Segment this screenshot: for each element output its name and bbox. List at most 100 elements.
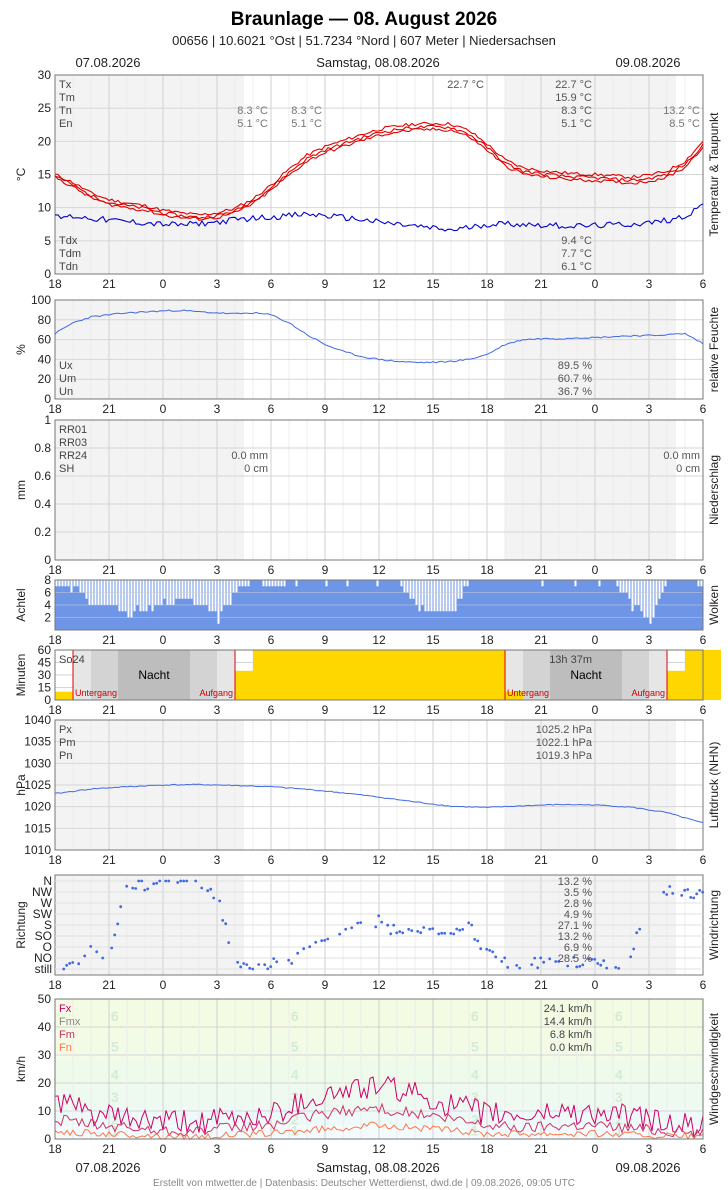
wind-dir-point [635, 931, 639, 935]
legend-label: Ux [59, 360, 73, 372]
x-tick-label: 18 [48, 277, 62, 291]
y-tick-label: 0.4 [34, 497, 51, 511]
wind-dir-point [185, 879, 189, 883]
legend-label: Tx [59, 79, 72, 91]
y-tick-label: 60 [38, 643, 52, 657]
date-left-bottom: 07.08.2026 [75, 1160, 140, 1175]
wind-dir-point [389, 932, 393, 936]
wind-dir-point [410, 929, 414, 932]
y-tick-label: 0 [44, 693, 51, 707]
sunrise-label: Aufgang [199, 688, 233, 698]
cloud-gap [133, 580, 136, 612]
sun-bar [325, 650, 343, 700]
cloud-gap [409, 580, 412, 599]
cloud-gap [460, 580, 463, 599]
cloud-gap [325, 580, 328, 587]
x-tick-label: 0 [592, 1142, 599, 1156]
date-left-top: 07.08.2026 [75, 55, 140, 70]
y-tick-label: 50 [38, 992, 52, 1006]
wind-dir-point [89, 945, 93, 948]
y-tick-label: 20 [38, 372, 52, 386]
x-tick-label: 6 [700, 277, 707, 291]
wind-dir-point [422, 926, 426, 929]
y-tick-label: 45 [38, 656, 52, 670]
sun-bar [451, 650, 469, 700]
category-label: W [41, 896, 53, 910]
y-axis-label: km/h [14, 1056, 28, 1082]
x-tick-label: 6 [268, 277, 275, 291]
wind-dir-point [590, 958, 594, 961]
value-label: 3.5 % [564, 887, 592, 899]
cloud-gap [262, 580, 265, 587]
panel-title: relative Feuchte [707, 306, 721, 392]
wind-dir-point [236, 960, 240, 964]
cloud-gap [130, 580, 133, 618]
x-tick-label: 0 [592, 633, 599, 647]
wind-dir-point [470, 923, 474, 927]
x-tick-label: 0 [160, 633, 167, 647]
wind-dir-point [377, 914, 381, 918]
x-tick-label: 21 [102, 563, 116, 577]
x-tick-label: 15 [426, 633, 440, 647]
y-tick-label: 80 [38, 313, 52, 327]
cloud-gap [208, 580, 211, 612]
category-label: O [43, 940, 52, 954]
cloud-gap [643, 580, 646, 618]
wind-dir-point [581, 963, 585, 967]
x-tick-label: 18 [48, 978, 62, 992]
wind-dir-point [587, 957, 591, 961]
panel-temp: 0 5 10 15 20 25 30 18 21 0 3 6 9 12 15 18 21 0 3 6 °C Tempera… [14, 68, 721, 291]
legend-label: Tdx [59, 235, 78, 247]
cloud-gap [649, 580, 652, 624]
wind-dir-point [68, 962, 72, 965]
x-tick-label: 3 [646, 402, 653, 416]
cloud-gap [598, 580, 601, 587]
wind-dir-point [542, 960, 546, 964]
cloud-gap [283, 580, 286, 587]
wind-dir-point [488, 949, 492, 952]
wind-dir-point [596, 962, 600, 965]
cloud-gap [427, 580, 430, 612]
sun-bar [505, 691, 523, 700]
wind-dir-point [356, 921, 360, 925]
cloud-gap [277, 580, 280, 587]
wind-dir-point [83, 954, 87, 958]
wind-dir-point [680, 894, 684, 897]
cloud-gap [661, 580, 664, 593]
wind-dir-point [302, 947, 306, 951]
wind-dir-point [95, 950, 99, 954]
cloud-gap [424, 580, 427, 612]
wind-dir-point [296, 951, 300, 955]
panel-frame [54, 419, 704, 561]
wind-dir-point [668, 885, 672, 888]
cloud-gap [145, 580, 148, 612]
value-label: 8.5 °C [669, 118, 700, 130]
sun-total: 13h 37m [549, 654, 592, 666]
y-tick-label: 15 [38, 681, 52, 695]
beaufort-label: 4 [111, 1067, 119, 1083]
sun-bar [271, 650, 289, 700]
value-label: 2.8 % [564, 898, 592, 910]
wind-dir-point [617, 967, 621, 970]
cloud-gap [76, 580, 79, 587]
wind-dir-point [287, 958, 291, 962]
legend-label: SH [59, 463, 74, 475]
x-tick-label: 21 [534, 978, 548, 992]
x-tick-label: 21 [534, 633, 548, 647]
wind-dir-point [437, 932, 441, 936]
x-tick-label: 6 [268, 563, 275, 577]
value-label: 60.7 % [558, 373, 592, 385]
y-tick-label: 30 [38, 1048, 52, 1062]
cloud-gap [232, 580, 235, 593]
wind-dir-point [323, 939, 327, 942]
value-label: 13.2 % [558, 931, 592, 943]
value-label: 0.0 mm [663, 450, 700, 462]
x-tick-label: 18 [480, 563, 494, 577]
x-tick-label: 3 [646, 853, 653, 867]
cloud-gap [118, 580, 121, 612]
cloud-gap [265, 580, 268, 587]
x-tick-label: 21 [534, 402, 548, 416]
wind-dir-point [632, 947, 636, 951]
y-tick-label: 100 [31, 293, 51, 307]
cloud-gap [67, 580, 70, 587]
